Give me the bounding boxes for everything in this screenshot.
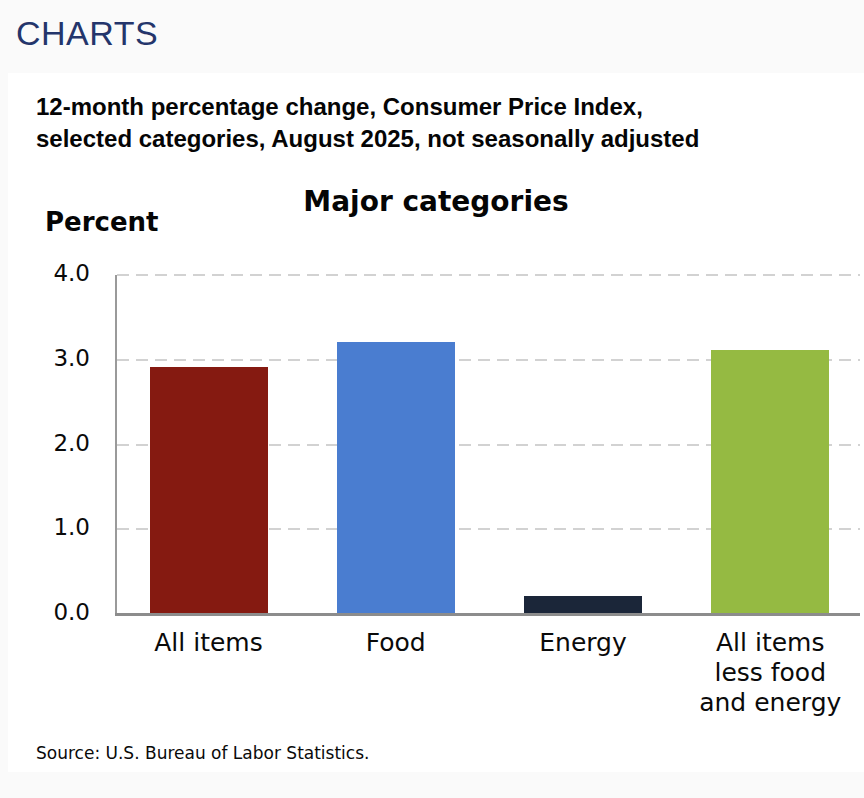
y-tick-label-1.0: 1.0 [30, 514, 90, 540]
y-tick-label-4.0: 4.0 [30, 260, 90, 286]
y-tick-label-3.0: 3.0 [30, 345, 90, 371]
chart-subtitle: 12-month percentage change, Consumer Pri… [36, 91, 699, 155]
x-axis-line [115, 613, 860, 616]
y-tick-label-2.0: 2.0 [30, 430, 90, 456]
y-axis-title: Percent [45, 207, 159, 237]
x-tick-label-all-items: All items less food and energy [677, 628, 864, 718]
gridline-4 [117, 274, 860, 276]
x-tick-label-energy: Energy [490, 628, 677, 658]
y-tick-label-0.0: 0.0 [30, 599, 90, 625]
bar-energy [524, 596, 642, 613]
bar-food [337, 342, 455, 613]
x-tick-label-food: Food [302, 628, 489, 658]
source-note: Source: U.S. Bureau of Labor Statistics. [36, 743, 369, 763]
page-title: CHARTS [16, 14, 158, 53]
plot-area [115, 275, 864, 614]
bar-all-items [711, 350, 829, 613]
bar-all-items [150, 367, 268, 613]
chart-subtitle-line2: selected categories, August 2025, not se… [36, 123, 699, 155]
chart-card: 12-month percentage change, Consumer Pri… [8, 73, 864, 772]
x-tick-label-all-items: All items [115, 628, 302, 658]
chart-subtitle-line1: 12-month percentage change, Consumer Pri… [36, 91, 699, 123]
